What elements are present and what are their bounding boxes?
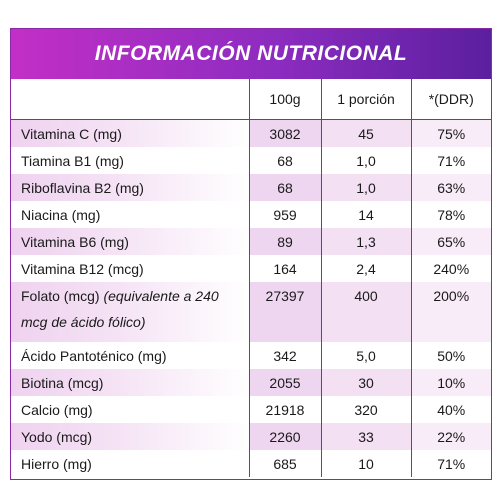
table-row: Tiamina B1 (mg) 68 1,0 71% bbox=[11, 147, 491, 174]
page-title: INFORMACIÓN NUTRICIONAL bbox=[94, 42, 408, 65]
per-portion-cell: 2,4 bbox=[320, 255, 411, 282]
nutrient-name: Vitamina B12 (mcg) bbox=[21, 260, 144, 277]
table-row: Hierro (mg) 685 10 71% bbox=[11, 450, 491, 477]
ddr-cell: 22% bbox=[410, 423, 491, 450]
ddr-cell: 50% bbox=[410, 342, 491, 369]
per-100g-cell: 2055 bbox=[248, 369, 321, 396]
per-portion-cell: 10 bbox=[320, 450, 411, 477]
per-portion-cell: 14 bbox=[320, 201, 411, 228]
nutrient-name-cell: Yodo (mcg) bbox=[11, 423, 249, 450]
per-100g-cell: 164 bbox=[248, 255, 321, 282]
nutrient-name: Niacina (mg) bbox=[21, 206, 101, 223]
nutrient-name-cell: Riboflavina B2 (mg) bbox=[11, 174, 249, 201]
ddr-cell: 40% bbox=[410, 396, 491, 423]
ddr-cell: 65% bbox=[410, 228, 491, 255]
column-header-ddr: *(DDR) bbox=[410, 79, 491, 120]
column-header-portion: 1 porción bbox=[320, 79, 411, 120]
table-header-row: 100g 1 porción *(DDR) bbox=[11, 79, 491, 120]
nutrient-name: Biotina (mcg) bbox=[21, 374, 104, 391]
nutrition-header: INFORMACIÓN NUTRICIONAL bbox=[11, 29, 491, 79]
table-row: Calcio (mg) 21918 320 40% bbox=[11, 396, 491, 423]
per-100g-cell: 2260 bbox=[248, 423, 321, 450]
nutrition-info-card: INFORMACIÓN NUTRICIONAL 100g 1 porción *… bbox=[10, 28, 492, 480]
column-header-nutrient bbox=[11, 79, 249, 120]
nutrient-name: Yodo (mcg) bbox=[21, 428, 93, 445]
per-100g-cell: 685 bbox=[248, 450, 321, 477]
per-portion-cell: 5,0 bbox=[320, 342, 411, 369]
per-portion-cell: 400 bbox=[320, 282, 411, 342]
per-portion-cell: 1,0 bbox=[320, 174, 411, 201]
ddr-cell: 200% bbox=[410, 282, 491, 342]
nutrient-name-cell: Vitamina B6 (mg) bbox=[11, 228, 249, 255]
per-100g-cell: 959 bbox=[248, 201, 321, 228]
nutrient-name-cell: Vitamina B12 (mcg) bbox=[11, 255, 249, 282]
per-100g-cell: 21918 bbox=[248, 396, 321, 423]
table-row: Folato (mcg) (equivalente a 240 mcg de á… bbox=[11, 282, 491, 342]
column-header-100g: 100g bbox=[248, 79, 321, 120]
nutrient-name-cell: Ácido Pantoténico (mg) bbox=[11, 342, 249, 369]
ddr-cell: 71% bbox=[410, 450, 491, 477]
table-row: Riboflavina B2 (mg) 68 1,0 63% bbox=[11, 174, 491, 201]
nutrient-name-cell: Tiamina B1 (mg) bbox=[11, 147, 249, 174]
table-row: Biotina (mcg) 2055 30 10% bbox=[11, 369, 491, 396]
nutrient-name: Tiamina B1 (mg) bbox=[21, 152, 124, 169]
table-row: Niacina (mg) 959 14 78% bbox=[11, 201, 491, 228]
per-100g-cell: 68 bbox=[248, 174, 321, 201]
nutrition-table: 100g 1 porción *(DDR) Vitamina C (mg) 308… bbox=[11, 79, 491, 477]
nutrient-name-cell: Vitamina C (mg) bbox=[11, 119, 249, 147]
per-100g-cell: 89 bbox=[248, 228, 321, 255]
ddr-cell: 63% bbox=[410, 174, 491, 201]
nutrient-name: Folato (mcg) bbox=[21, 288, 104, 304]
nutrient-name-cell: Folato (mcg) (equivalente a 240 mcg de á… bbox=[11, 282, 249, 342]
ddr-cell: 75% bbox=[410, 119, 491, 147]
per-portion-cell: 33 bbox=[320, 423, 411, 450]
table-row: Yodo (mcg) 2260 33 22% bbox=[11, 423, 491, 450]
nutrient-name: Hierro (mg) bbox=[21, 455, 92, 472]
nutrient-name-cell: Biotina (mcg) bbox=[11, 369, 249, 396]
per-100g-cell: 342 bbox=[248, 342, 321, 369]
nutrient-name: Vitamina B6 (mg) bbox=[21, 233, 129, 250]
nutrient-name: Riboflavina B2 (mg) bbox=[21, 179, 144, 196]
per-portion-cell: 1,3 bbox=[320, 228, 411, 255]
per-100g-cell: 68 bbox=[248, 147, 321, 174]
table-row: Vitamina C (mg) 3082 45 75% bbox=[11, 119, 491, 147]
ddr-cell: 78% bbox=[410, 201, 491, 228]
per-portion-cell: 30 bbox=[320, 369, 411, 396]
per-100g-cell: 27397 bbox=[248, 282, 321, 342]
ddr-cell: 10% bbox=[410, 369, 491, 396]
ddr-cell: 240% bbox=[410, 255, 491, 282]
per-portion-cell: 320 bbox=[320, 396, 411, 423]
per-portion-cell: 1,0 bbox=[320, 147, 411, 174]
ddr-cell: 71% bbox=[410, 147, 491, 174]
per-portion-cell: 45 bbox=[320, 119, 411, 147]
per-100g-cell: 3082 bbox=[248, 119, 321, 147]
table-row: Ácido Pantoténico (mg) 342 5,0 50% bbox=[11, 342, 491, 369]
table-row: Vitamina B12 (mcg) 164 2,4 240% bbox=[11, 255, 491, 282]
nutrient-name: Calcio (mg) bbox=[21, 401, 93, 418]
nutrient-name: Vitamina C (mg) bbox=[21, 125, 122, 142]
nutrient-name-cell: Niacina (mg) bbox=[11, 201, 249, 228]
table-row: Vitamina B6 (mg) 89 1,3 65% bbox=[11, 228, 491, 255]
nutrient-name-cell: Hierro (mg) bbox=[11, 450, 249, 477]
nutrient-name: Ácido Pantoténico (mg) bbox=[21, 347, 167, 364]
nutrient-note: (equivalente a 240 mcg de ácido fólico) bbox=[21, 288, 219, 330]
nutrient-name-cell: Calcio (mg) bbox=[11, 396, 249, 423]
